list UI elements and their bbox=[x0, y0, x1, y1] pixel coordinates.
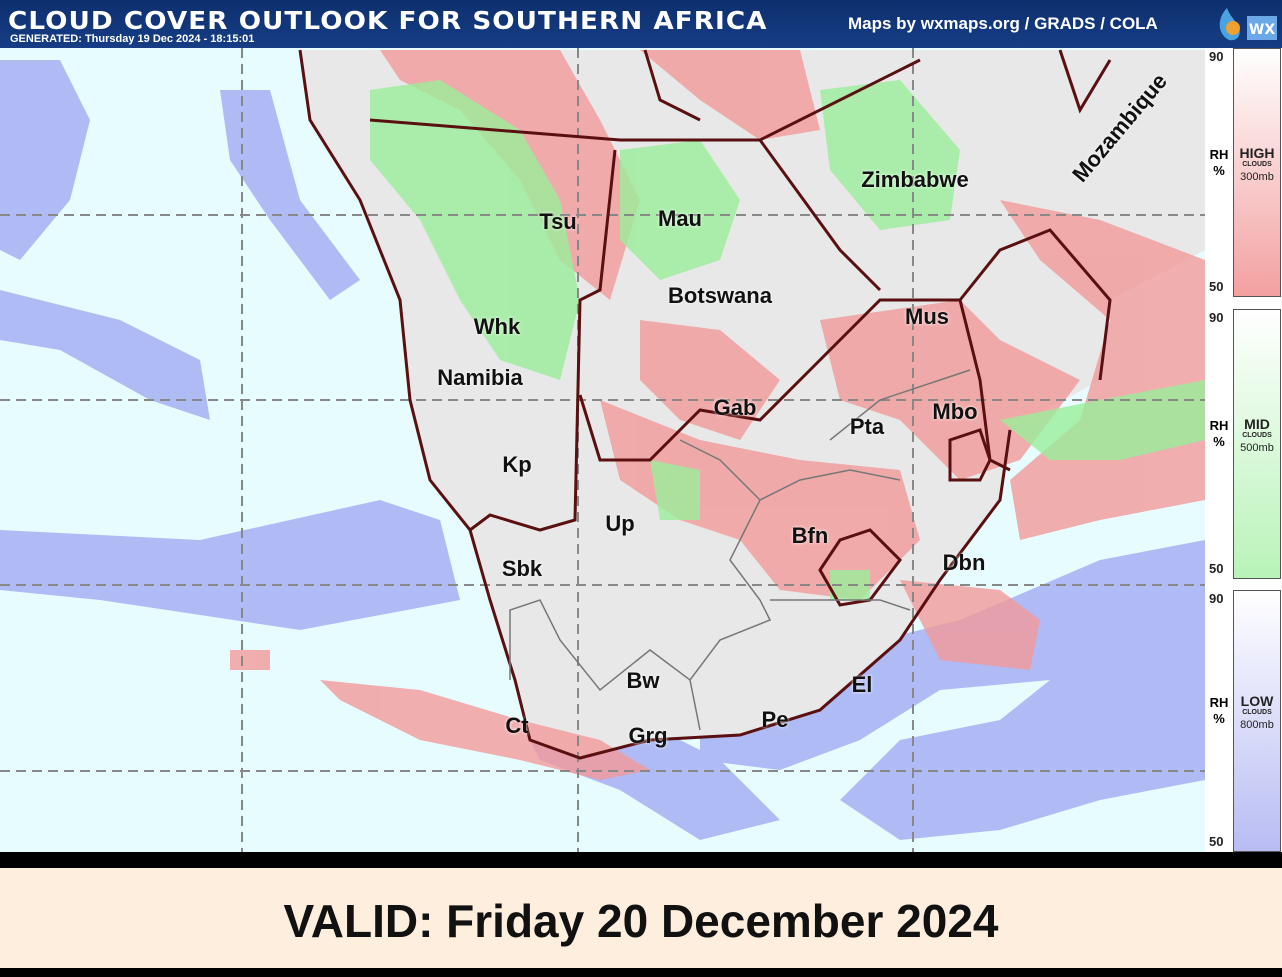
city-label-whk: Whk bbox=[473, 314, 521, 339]
legend-unit: % bbox=[1213, 162, 1225, 178]
legend-level: 500mb bbox=[1240, 442, 1274, 454]
credit: Maps by wxmaps.org / GRADS / COLA bbox=[848, 14, 1158, 33]
map-graphics bbox=[0, 48, 1205, 852]
legend: 90 50 RH% HIGH CLOUDS 300mb 90 50 RH% MID C… bbox=[1205, 48, 1282, 852]
map-title: CLOUD COVER OUTLOOK FOR SOUTHERN AFRICA bbox=[8, 6, 768, 35]
city-label-botswana: Botswana bbox=[668, 283, 772, 308]
legend-sub: CLOUDS bbox=[1242, 432, 1272, 439]
legend-max: 90 bbox=[1209, 310, 1224, 325]
svg-text:WX: WX bbox=[1249, 22, 1275, 38]
city-label-ct: Ct bbox=[505, 713, 529, 738]
legend-level: 300mb bbox=[1240, 170, 1274, 183]
legend-max: 90 bbox=[1209, 49, 1224, 64]
city-label-up: Up bbox=[605, 511, 635, 536]
legend-name: LOW bbox=[1240, 693, 1274, 709]
city-label-gab: Gab bbox=[713, 395, 757, 420]
legend-swatch-high bbox=[1233, 48, 1281, 297]
city-label-pe: Pe bbox=[761, 707, 789, 732]
city-label-sbk: Sbk bbox=[501, 556, 543, 581]
city-label-bw: Bw bbox=[626, 668, 660, 693]
legend-unit: % bbox=[1213, 711, 1225, 726]
city-label-pta: Pta bbox=[849, 414, 885, 439]
cloud-cover-map: Tsu Mau Zimbabwe Mozambique Botswana Whk Mus Na… bbox=[0, 48, 1205, 852]
legend-min: 50 bbox=[1209, 561, 1224, 576]
city-label-grg: Grg bbox=[628, 723, 668, 748]
legend-rh: RH bbox=[1209, 146, 1229, 162]
city-label-mbo: Mbo bbox=[932, 399, 978, 424]
legend-sub: CLOUDS bbox=[1242, 160, 1272, 168]
legend-unit: % bbox=[1213, 434, 1225, 449]
city-label-bfn: Bfn bbox=[791, 523, 829, 548]
footer: VALID: Friday 20 December 2024 bbox=[0, 866, 1282, 968]
legend-swatch-mid bbox=[1233, 309, 1281, 579]
city-label-el: El bbox=[851, 672, 873, 697]
city-label-kp: Kp bbox=[502, 452, 532, 477]
city-label-zimbabwe: Zimbabwe bbox=[861, 167, 969, 192]
legend-name: MID bbox=[1244, 416, 1270, 432]
legend-swatch-low bbox=[1233, 590, 1281, 852]
legend-level: 800mb bbox=[1240, 719, 1274, 731]
legend-sub: CLOUDS bbox=[1242, 709, 1272, 716]
valid-date: VALID: Friday 20 December 2024 bbox=[283, 895, 999, 947]
sawx-logo: WX bbox=[1219, 8, 1277, 41]
city-label-mau: Mau bbox=[658, 206, 702, 231]
mid-cloud-areas bbox=[370, 80, 1205, 600]
legend-min: 50 bbox=[1209, 834, 1224, 849]
legend-rh: RH bbox=[1209, 695, 1229, 710]
legend-rh: RH bbox=[1209, 418, 1229, 433]
header: CLOUD COVER OUTLOOK FOR SOUTHERN AFRICA … bbox=[0, 0, 1282, 48]
city-label-tsu: Tsu bbox=[539, 209, 577, 234]
legend-min: 50 bbox=[1209, 279, 1224, 294]
city-label-namibia: Namibia bbox=[437, 365, 523, 390]
generated-timestamp: GENERATED: Thursday 19 Dec 2024 - 18:15:… bbox=[10, 33, 255, 45]
legend-name: HIGH bbox=[1239, 144, 1275, 161]
province-borders bbox=[509, 369, 971, 731]
legend-max: 90 bbox=[1209, 591, 1224, 606]
country-borders bbox=[298, 49, 1112, 760]
city-label-mus: Mus bbox=[905, 304, 949, 329]
city-label-dbn: Dbn bbox=[942, 550, 986, 575]
